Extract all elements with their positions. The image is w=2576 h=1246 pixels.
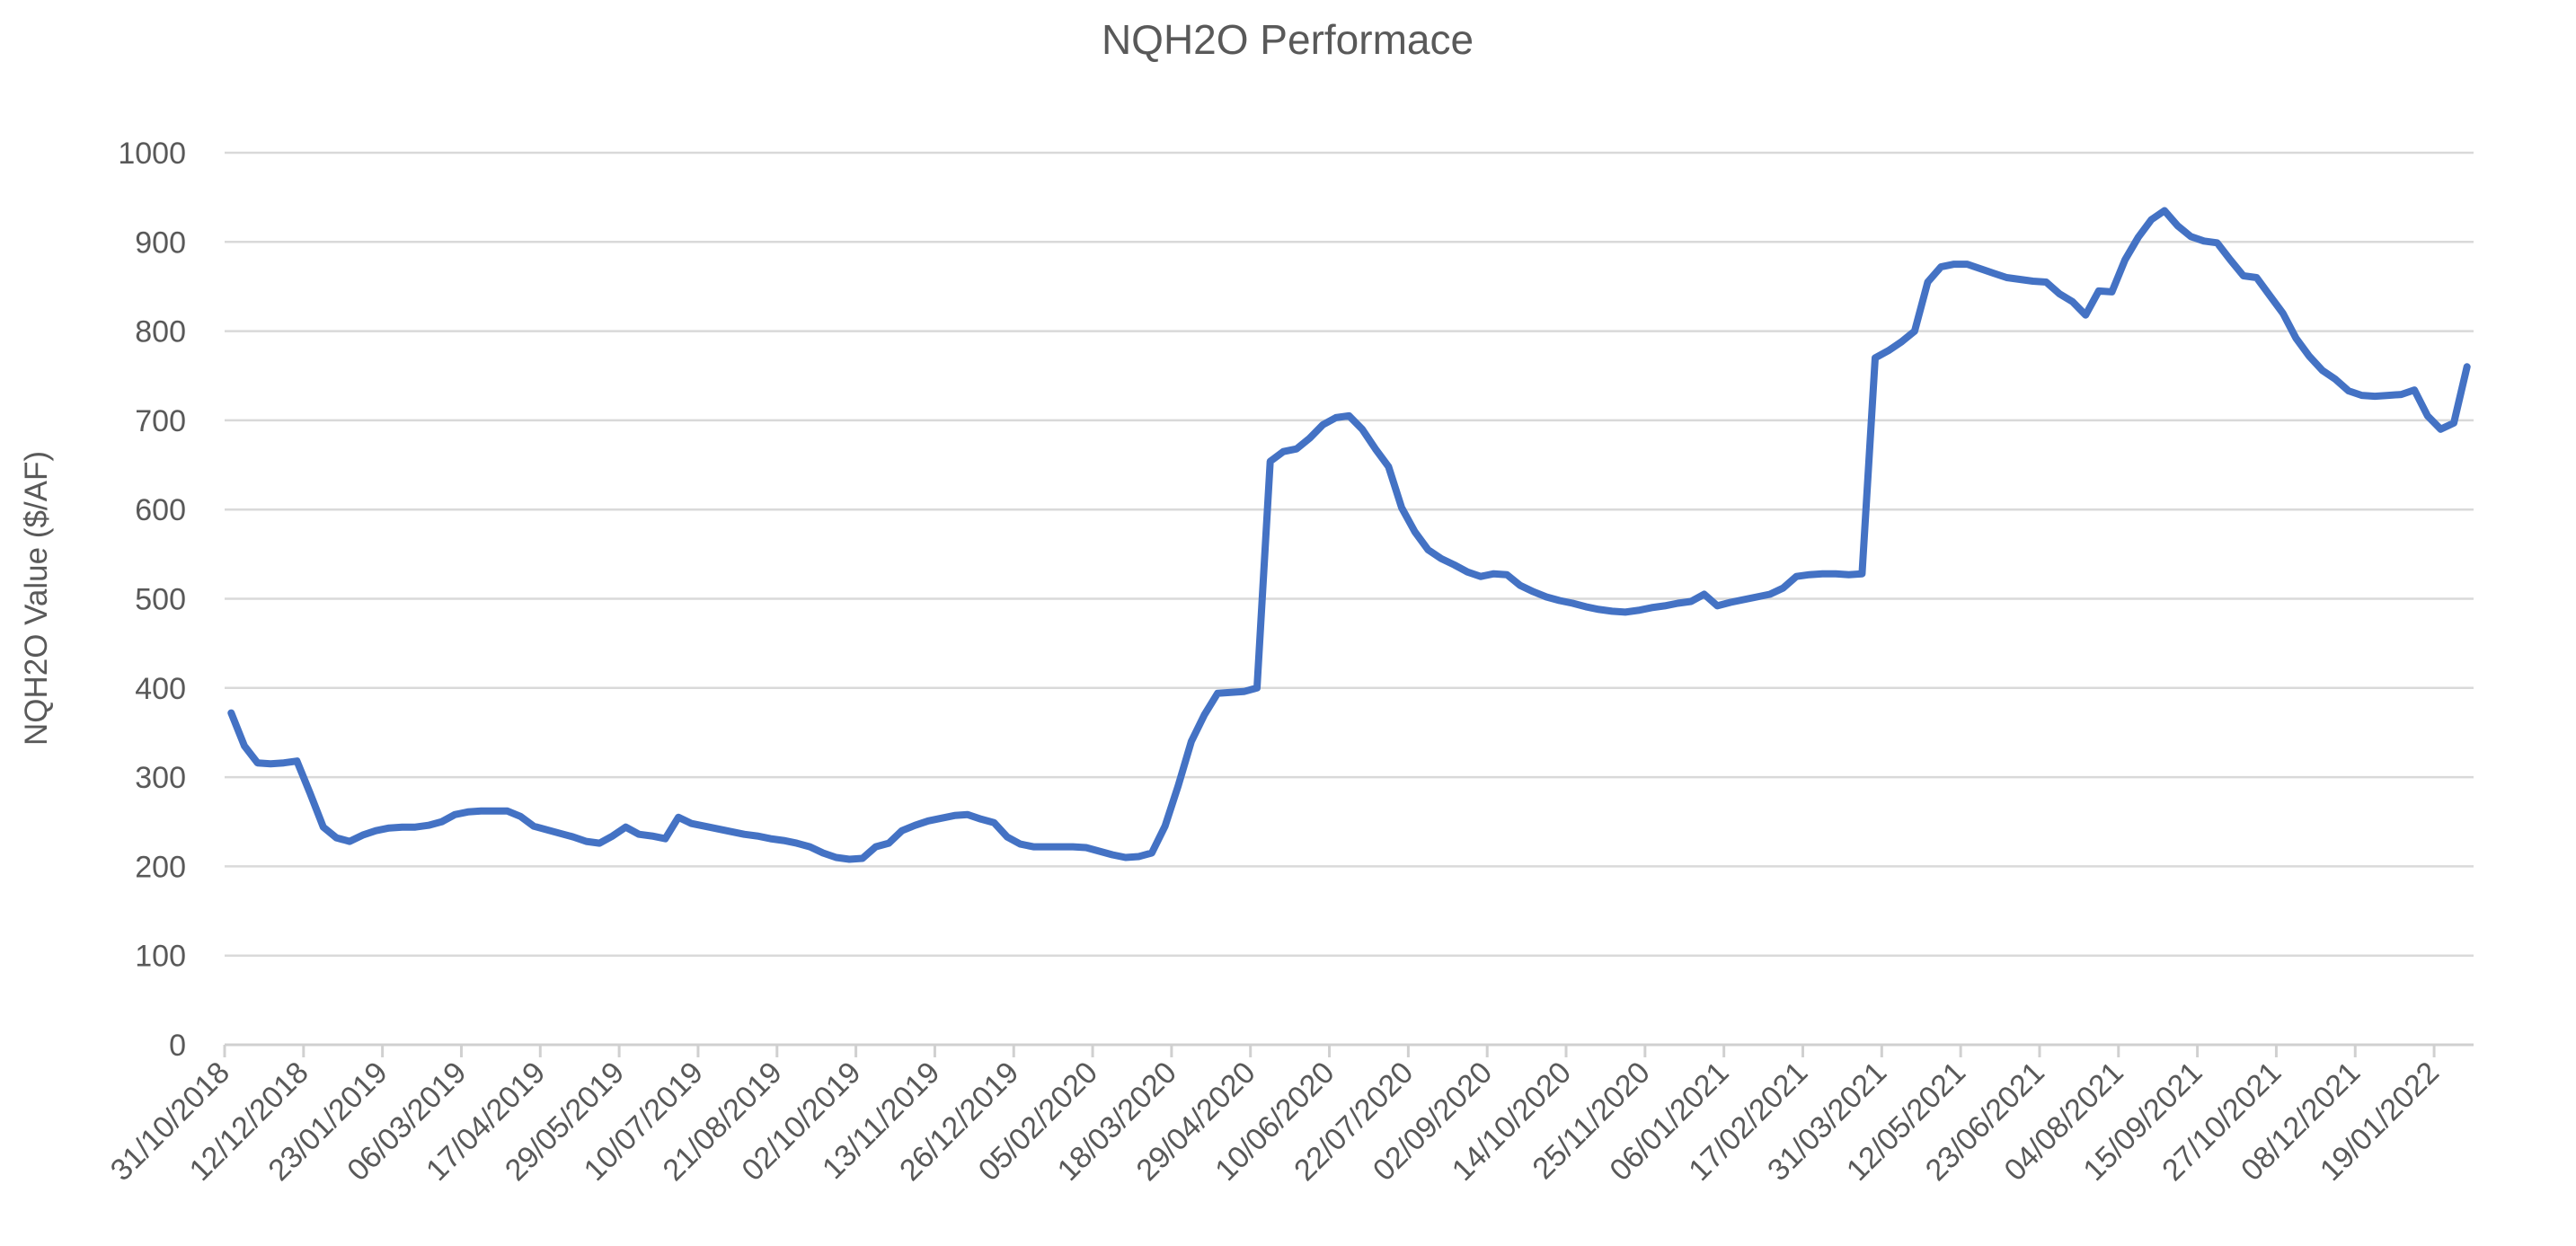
y-axis-label: 0 <box>169 1029 186 1063</box>
y-axis-label: 700 <box>135 404 186 438</box>
y-axis-label: 100 <box>135 940 186 974</box>
y-axis-label: 1000 <box>118 137 186 171</box>
y-axis-label: 600 <box>135 493 186 527</box>
chart-title: NQH2O Performace <box>1102 16 1474 63</box>
y-axis-label: 200 <box>135 850 186 884</box>
y-axis: 0 100 200 300 400 500 600 700 800 900 1000 <box>118 137 186 1063</box>
y-axis-label: 800 <box>135 315 186 349</box>
gridlines <box>225 151 2474 957</box>
y-axis-title: NQH2O Value ($/AF) <box>19 451 54 746</box>
x-axis: 31/10/201812/12/201823/01/201906/03/2019… <box>104 1043 2474 1188</box>
y-axis-label: 300 <box>135 761 186 795</box>
y-axis-label: 400 <box>135 672 186 706</box>
series-layer <box>227 207 2471 863</box>
y-axis-label: 900 <box>135 225 186 260</box>
nqh2o-series-line <box>227 207 2471 863</box>
y-axis-label: 500 <box>135 583 186 617</box>
